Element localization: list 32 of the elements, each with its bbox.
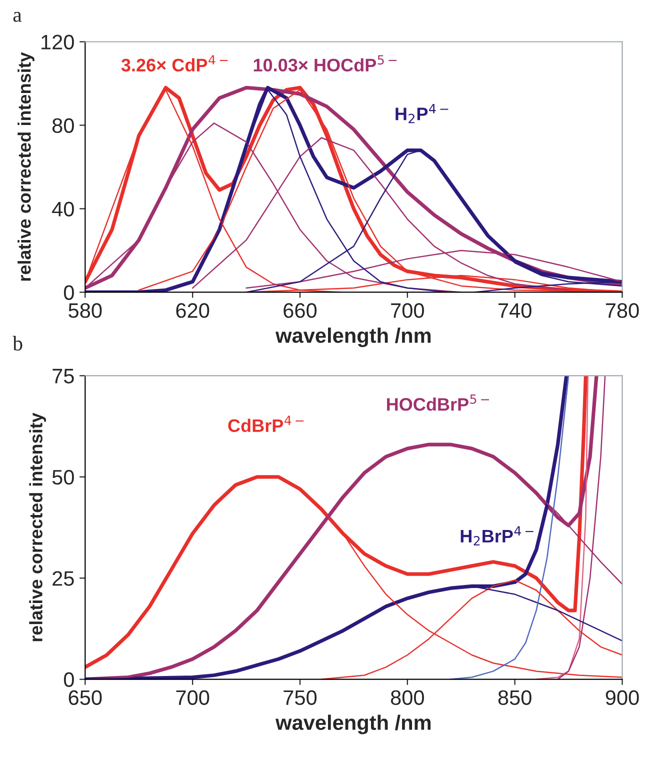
x-tick-label: 700 [176, 690, 210, 706]
chart-title: a [13, 12, 22, 22]
y-tick-label: 120 [42, 34, 74, 50]
x-tick-label: 660 [284, 303, 317, 318]
text: HOCdBrP$^{5−}$ [387, 394, 490, 411]
x-tick-label: 780 [606, 303, 639, 318]
x-tick-label: 650 [68, 690, 102, 706]
y-tick-label: 25 [52, 571, 74, 586]
x-tick-label: 850 [498, 690, 532, 706]
chart-title: b [12, 336, 22, 351]
y-axis-title: relative corrected intensity [29, 412, 46, 642]
series-label: H$_{2}$BrP$^{4−}$ [460, 526, 534, 546]
y-tick-label: 0 [64, 285, 74, 300]
x-tick-label: 740 [498, 303, 532, 318]
text: CdBrP$^{4−}$ [228, 416, 304, 432]
x-axis-title: wavelength /nm [276, 328, 431, 348]
series-label: 10.03× HOCdP$^{5−}$ [254, 55, 397, 72]
x-tick-label: 580 [68, 303, 102, 318]
series-label: H$_{2}$P$^{4−}$ [396, 104, 448, 124]
x-tick-label: 900 [606, 690, 639, 706]
x-tick-label: 750 [284, 690, 317, 706]
y-tick-label: 75 [52, 368, 74, 384]
y-tick-label: 80 [52, 118, 74, 133]
y-axis-title: relative corrected intensity [18, 52, 34, 281]
series-label: 3.26× CdP$^{4−}$ [121, 55, 228, 72]
x-tick-label: 800 [390, 690, 424, 706]
y-tick-label: 0 [64, 672, 74, 688]
x-tick-label: 620 [176, 303, 210, 318]
x-tick-label: 700 [391, 303, 424, 318]
y-tick-label: 40 [52, 202, 74, 216]
x-axis-title: wavelength /nm [276, 714, 431, 734]
y-tick-label: 50 [52, 470, 74, 485]
